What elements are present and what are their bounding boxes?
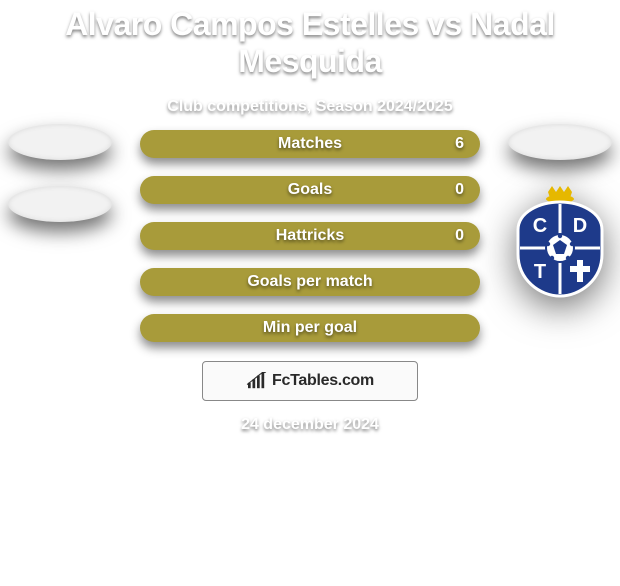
left-player-club-placeholder	[8, 186, 112, 222]
left-player-photo-placeholder	[8, 124, 112, 160]
bar-label: Min per goal	[263, 319, 357, 337]
bar-hattricks: Hattricks 0	[140, 222, 480, 250]
bar-value: 0	[455, 181, 464, 199]
bar-label: Goals	[288, 181, 332, 199]
bar-goals-per-match: Goals per match	[140, 268, 480, 296]
bar-chart-icon	[246, 372, 268, 390]
right-player-column: C D T	[508, 124, 612, 298]
stat-bars: Matches 6 Goals 0 Hattricks 0 Goals per …	[140, 130, 480, 342]
bar-matches: Matches 6	[140, 130, 480, 158]
bar-min-per-goal: Min per goal	[140, 314, 480, 342]
right-player-photo-placeholder	[508, 124, 612, 160]
page-title: Alvaro Campos Estelles vs Nadal Mesquida	[0, 6, 620, 80]
date-label: 24 december 2024	[0, 416, 620, 434]
club-letter-t: T	[534, 261, 546, 283]
bar-label: Matches	[278, 135, 342, 153]
watermark: FcTables.com	[202, 361, 418, 401]
bar-value: 0	[455, 227, 464, 245]
bar-goals: Goals 0	[140, 176, 480, 204]
bar-value: 6	[455, 135, 464, 153]
watermark-text: FcTables.com	[272, 372, 374, 390]
club-letter-d: D	[573, 215, 587, 237]
page-subtitle: Club competitions, Season 2024/2025	[0, 98, 620, 116]
club-letter-c: C	[533, 215, 547, 237]
bar-label: Hattricks	[276, 227, 344, 245]
right-player-club-logo: C D T	[510, 186, 610, 298]
bar-label: Goals per match	[247, 273, 372, 291]
left-player-column	[8, 124, 112, 222]
crown-icon	[546, 186, 574, 203]
